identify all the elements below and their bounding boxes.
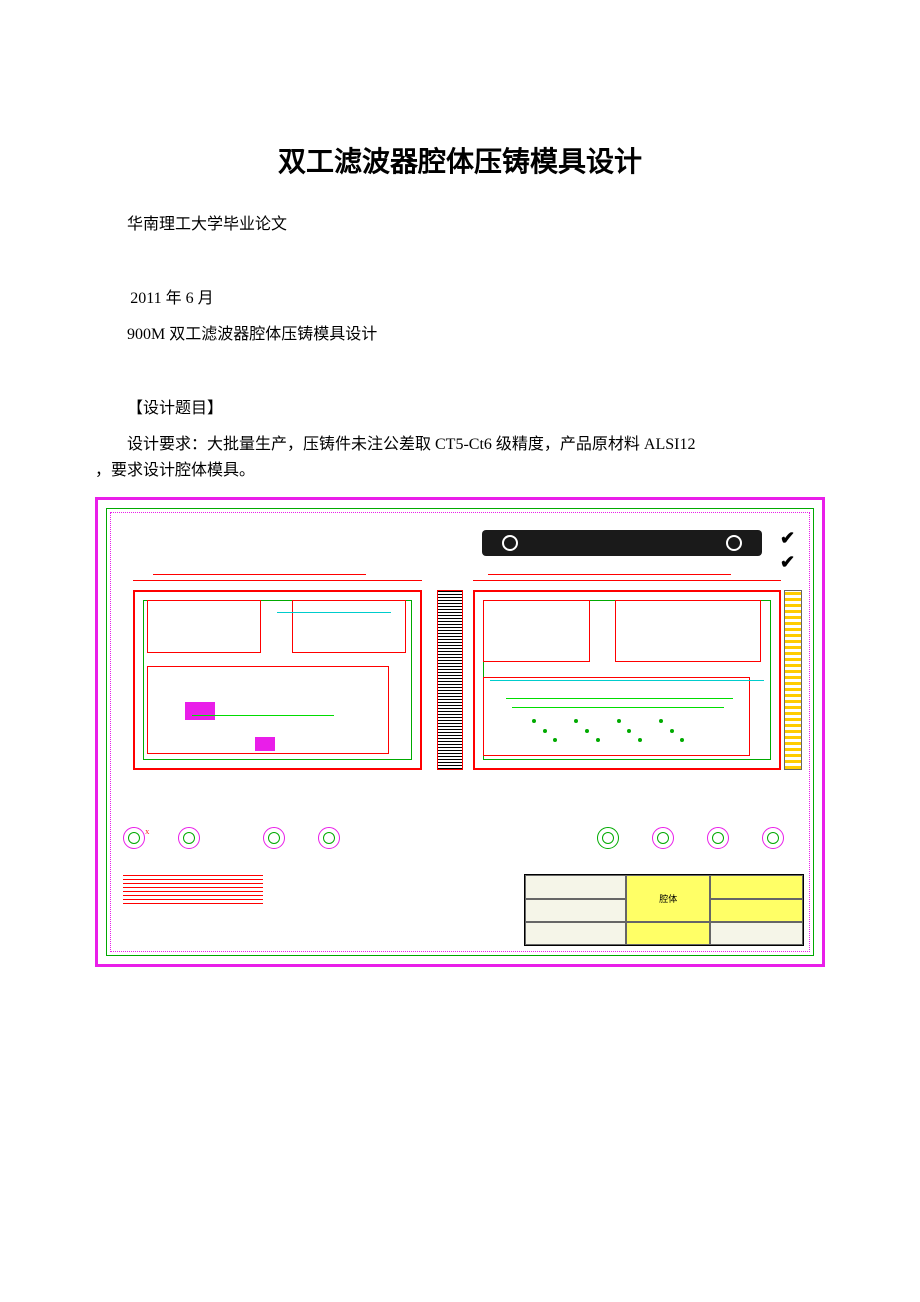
hole-marker: [532, 719, 536, 723]
title-cell: [710, 899, 803, 922]
circle-detail-icon: [762, 827, 784, 849]
cad-top-section-view: [482, 530, 762, 556]
project-title: 900M 双工滤波器腔体压铸模具设计: [95, 320, 825, 344]
document-title: 双工滤波器腔体压铸模具设计: [95, 140, 825, 180]
hole-marker: [670, 729, 674, 733]
detail-callout: [318, 827, 353, 862]
circle-detail-icon: [263, 827, 285, 849]
circle-detail-icon: [597, 827, 619, 849]
design-requirements-text: 设计要求：大批量生产，压铸件未注公差取 CT5-Ct6 级精度，产品原材料 AL…: [95, 432, 825, 483]
hole-marker: [627, 729, 631, 733]
document-page: 双工滤波器腔体压铸模具设计 华南理工大学毕业论文 2011 年 6 月 900M…: [0, 0, 920, 1027]
detail-callout: [263, 827, 298, 862]
cad-partition: [615, 600, 761, 662]
circle-detail-icon: [318, 827, 340, 849]
title-cell: [525, 899, 626, 922]
cad-hole-pattern: [511, 716, 723, 747]
cad-magenta-feature: [185, 702, 215, 720]
cad-title-block: 腔体: [524, 874, 804, 946]
title-cell: [710, 922, 803, 945]
circle-detail-icon: [123, 827, 145, 849]
detail-callout: [178, 827, 213, 862]
circle-detail-icon: [652, 827, 674, 849]
hole-marker: [543, 729, 547, 733]
detail-callout: [762, 827, 797, 862]
cad-outline-right: [473, 590, 781, 770]
hole-marker: [680, 738, 684, 742]
detail-callout: [123, 827, 158, 862]
hole-marker: [659, 719, 663, 723]
cad-right-view: [473, 590, 797, 820]
cad-hidden-line: [506, 698, 734, 699]
body-line-2: ，要求设计腔体模具。: [95, 462, 255, 479]
cad-outline-left: [133, 590, 422, 770]
cad-partition: [483, 600, 589, 662]
cad-detail-callouts: [123, 819, 797, 869]
dimension-line: [133, 580, 422, 581]
hole-marker: [617, 719, 621, 723]
hole-marker: [638, 738, 642, 742]
hole-marker: [574, 719, 578, 723]
hole-marker: [585, 729, 589, 733]
cad-notes-block: [123, 872, 263, 904]
hole-marker: [596, 738, 600, 742]
cad-partition: [292, 600, 406, 653]
detail-callout: [652, 827, 687, 862]
university-subtitle: 华南理工大学毕业论文: [95, 210, 825, 234]
dimension-line: [488, 574, 731, 575]
cad-hatched-section: [437, 590, 463, 770]
circle-detail-icon: [707, 827, 729, 849]
title-cell: [525, 875, 626, 898]
cad-magenta-feature: [255, 737, 275, 751]
dimension-line: [153, 574, 366, 575]
cad-middle-section: [437, 590, 463, 820]
cad-centerline: [490, 680, 763, 681]
cad-left-view: X: [123, 590, 427, 820]
detail-callout: [707, 827, 742, 862]
cad-hidden-line: [512, 707, 724, 708]
body-line-1: 设计要求：大批量生产，压铸件未注公差取 CT5-Ct6 级精度，产品原材料 AL…: [95, 432, 825, 458]
section-heading: 【设计题目】: [95, 394, 825, 418]
cad-partition: [147, 600, 261, 653]
cad-drawing-figure: X: [95, 497, 825, 967]
check-icon: [780, 552, 802, 570]
title-cell: [710, 875, 803, 898]
cad-main-views: X: [123, 590, 797, 820]
hole-marker: [553, 738, 557, 742]
circle-detail-icon: [178, 827, 200, 849]
cad-centerline: [277, 612, 391, 613]
detail-callout: [597, 827, 632, 862]
check-icon: [780, 528, 802, 546]
title-cell: [626, 922, 710, 945]
title-cell: [525, 922, 626, 945]
document-date: 2011 年 6 月: [95, 284, 825, 308]
dimension-line: [473, 580, 781, 581]
cad-partition: [483, 677, 750, 756]
cad-hidden-line: [192, 715, 334, 716]
title-cell-main: 腔体: [626, 875, 710, 922]
revision-checks: [780, 528, 802, 570]
